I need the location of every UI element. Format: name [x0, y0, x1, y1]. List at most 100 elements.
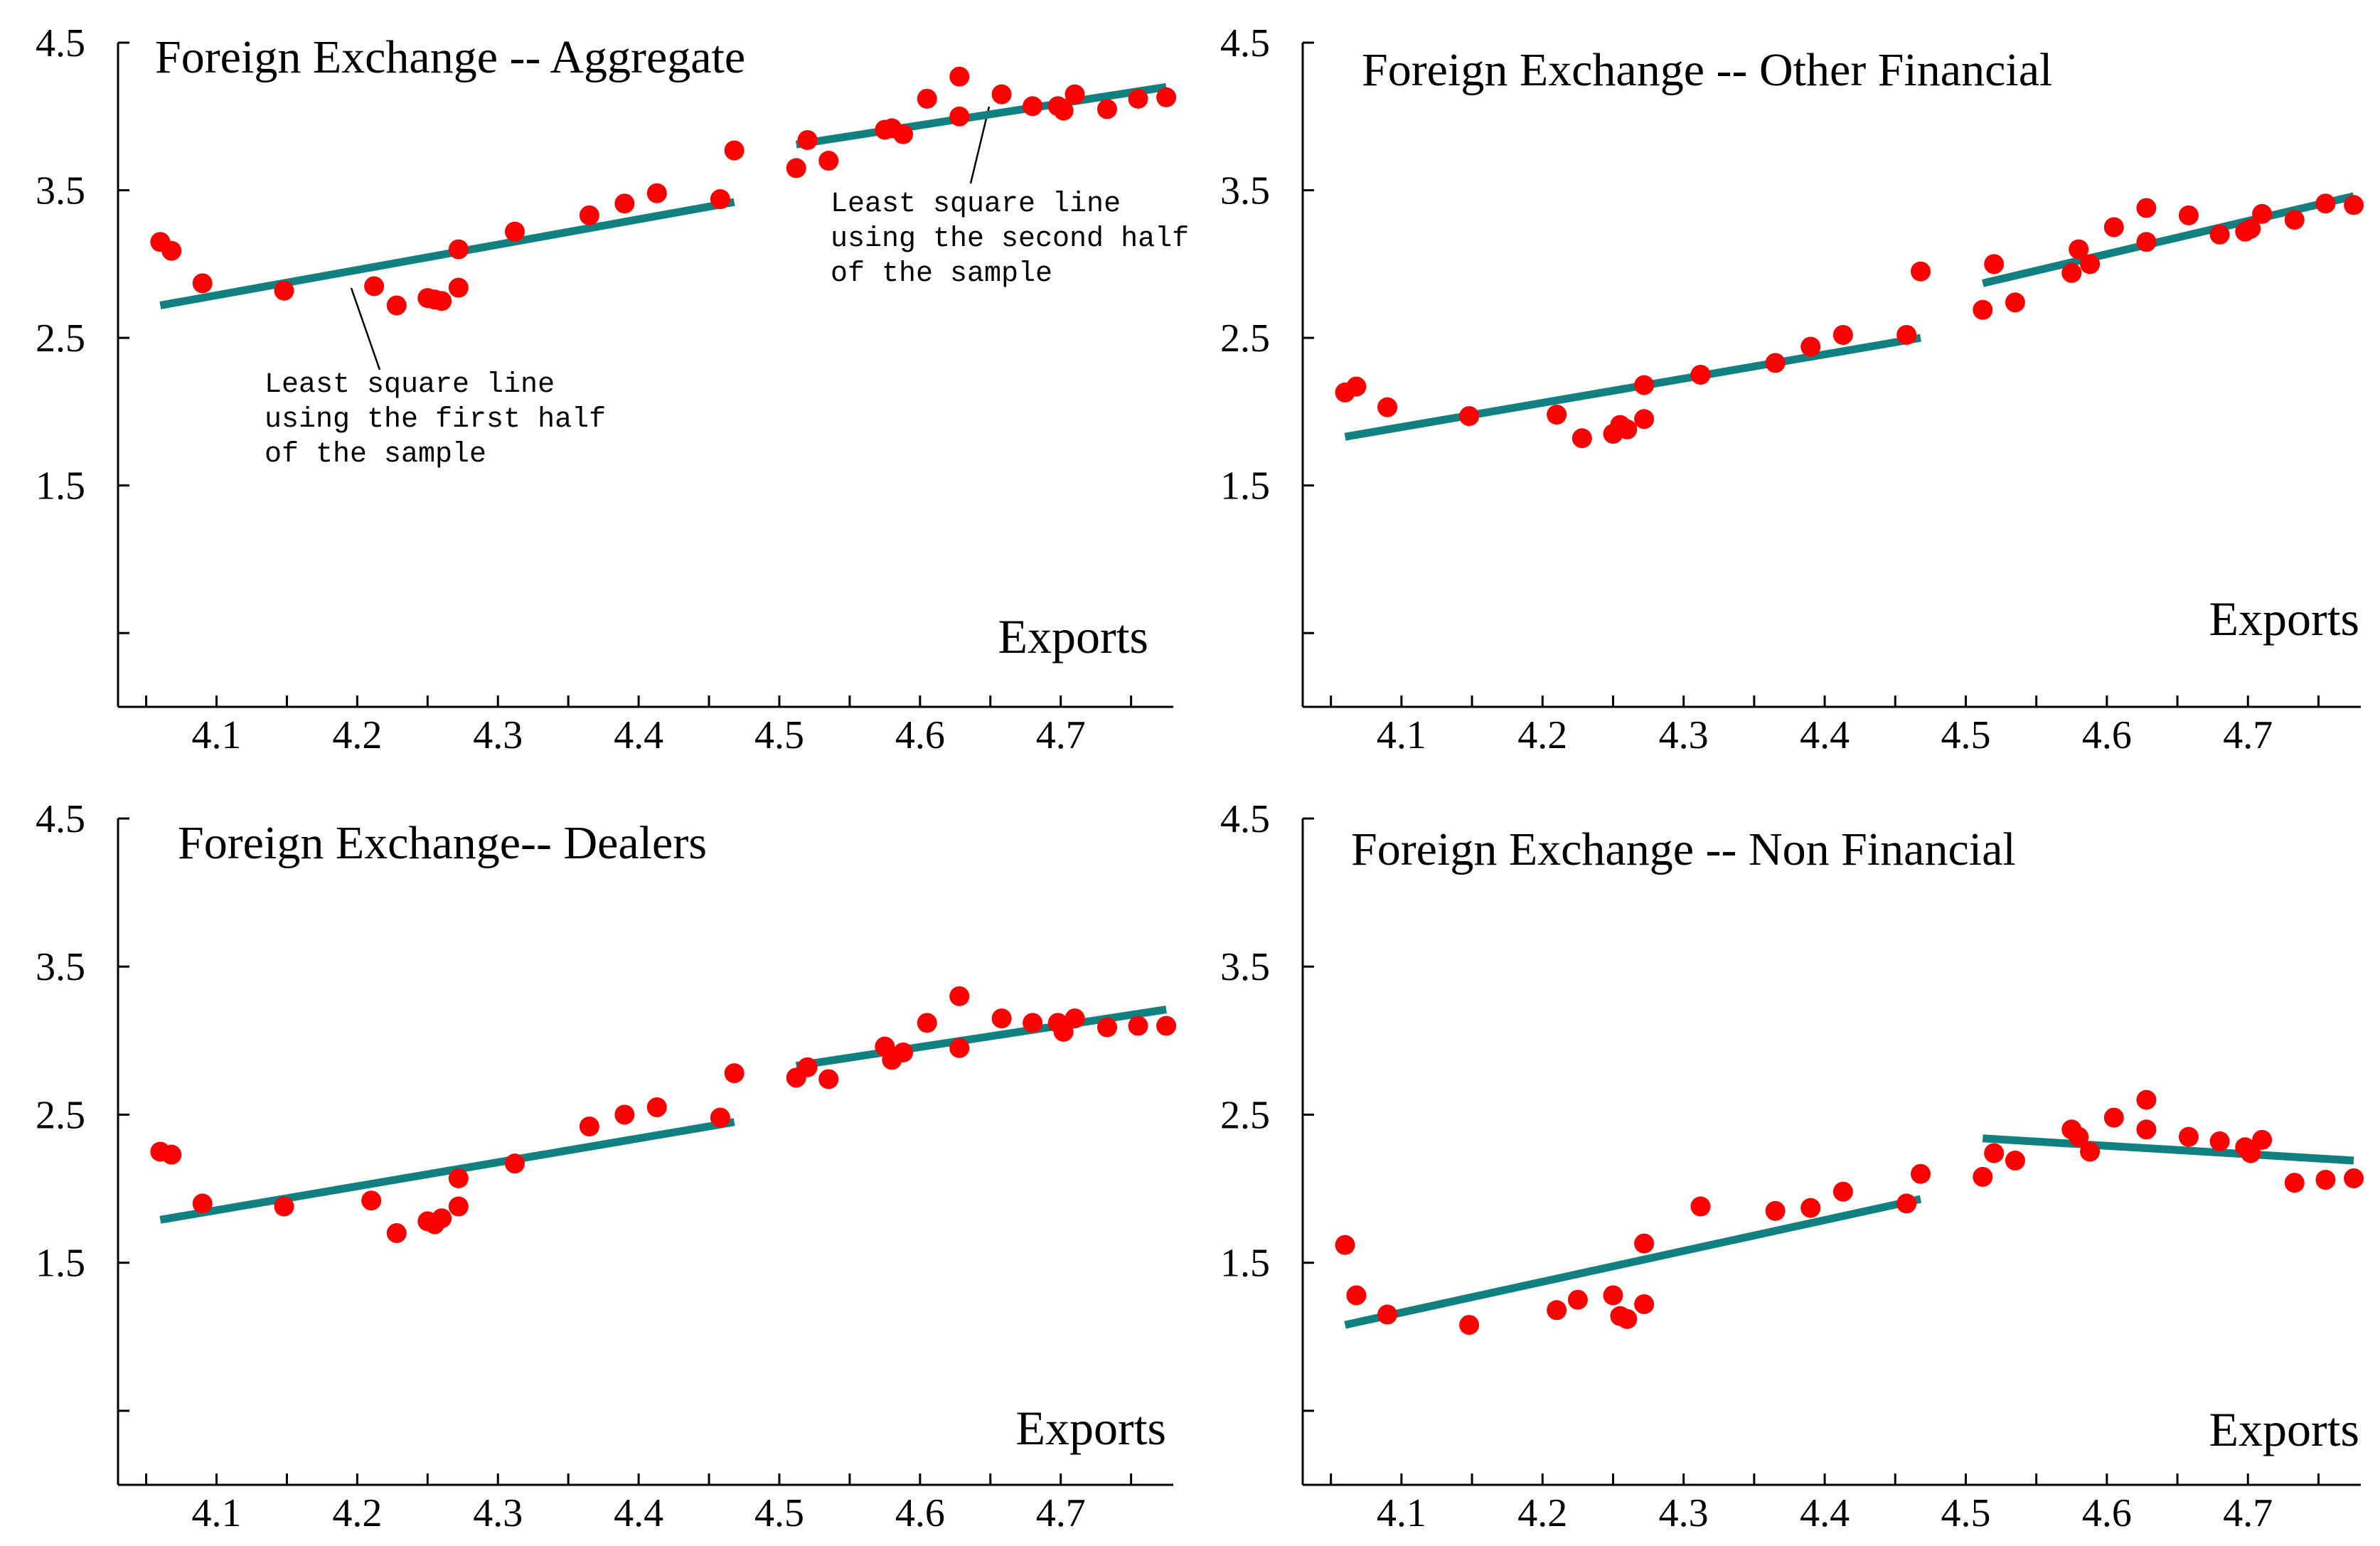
fit-line-second-half — [1982, 192, 2355, 287]
x-tick-label: 4.1 — [192, 1491, 242, 1535]
data-point — [386, 1223, 407, 1244]
data-point — [2344, 195, 2364, 215]
panel-title: Foreign Exchange-- Dealers — [178, 817, 707, 869]
data-point — [2061, 262, 2082, 283]
x-axis-label: Exports — [2209, 1402, 2359, 1456]
y-tick-label: 4.5 — [1220, 21, 1270, 65]
axes: 4.5 3.5 2.5 1.5 4.1 4.2 4.3 4.4 4.5 4.6 4.7 — [36, 21, 1173, 757]
x-tick-label: 4.3 — [1659, 1491, 1709, 1535]
x-tick-label: 4.1 — [1377, 713, 1426, 757]
panel-title: Foreign Exchange -- Other Financial — [1362, 44, 2052, 96]
annotation-first-line-2: using the first half — [265, 404, 606, 436]
data-point — [1984, 254, 2005, 274]
data-point — [2069, 1126, 2089, 1147]
data-point — [1023, 1013, 1043, 1033]
data-point — [1346, 376, 1367, 397]
x-tick-label: 4.6 — [895, 1491, 945, 1535]
data-point — [724, 1063, 745, 1084]
data-point — [448, 1168, 469, 1188]
data-point — [2178, 205, 2199, 225]
fit-line-second-half — [795, 1006, 1167, 1070]
axes: 4.5 3.5 2.5 1.5 4.1 4.2 4.3 4.4 4.5 4.6 4.7 — [1220, 797, 2361, 1535]
data-point — [1547, 1300, 1567, 1321]
data-point — [1064, 1008, 1085, 1029]
data-point — [1765, 353, 1786, 373]
x-tick-label: 4.4 — [614, 1491, 663, 1535]
y-tick-label: 3.5 — [36, 945, 85, 989]
data-point — [1634, 1233, 1655, 1254]
data-point — [786, 158, 806, 178]
data-point — [2241, 1143, 2261, 1163]
panel-other-financial: 4.5 3.5 2.5 1.5 4.1 4.2 4.3 4.4 4.5 4.6 4.7 Foreig… — [1220, 21, 2364, 757]
data-point — [1459, 406, 1480, 427]
axes: 4.5 3.5 2.5 1.5 4.1 4.2 4.3 4.4 4.5 4.6 4.7 — [1220, 21, 2361, 757]
x-tick-label: 4.2 — [1517, 713, 1567, 757]
data-point — [1571, 428, 1592, 449]
fit-line-first-half — [159, 198, 735, 309]
data-point — [797, 129, 818, 150]
data-point — [1053, 100, 1074, 121]
annotation-second-line-2: using the second half — [831, 223, 1189, 255]
y-tick-label: 1.5 — [1220, 464, 1270, 508]
data-point — [274, 1196, 294, 1217]
data-point — [1634, 409, 1655, 430]
x-tick-label: 4.2 — [332, 713, 382, 757]
x-tick-label: 4.4 — [614, 713, 663, 757]
data-point — [1064, 84, 1085, 105]
data-point — [274, 280, 294, 301]
x-tick-label: 4.1 — [192, 713, 242, 757]
panel-dealers: 4.5 3.5 2.5 1.5 4.1 4.2 4.3 4.4 4.5 4.6 4.7 Foreig… — [36, 797, 1177, 1535]
data-point — [364, 276, 385, 297]
y-tick-label: 1.5 — [1220, 1242, 1270, 1286]
data-point — [1800, 1198, 1821, 1218]
data-point — [448, 1196, 469, 1217]
data-point — [1459, 1315, 1480, 1336]
data-point — [1617, 1308, 1638, 1329]
data-point — [1156, 1015, 1177, 1036]
data-point — [2178, 1126, 2199, 1147]
x-tick-label: 4.4 — [1800, 1491, 1850, 1535]
panel-non-financial: 4.5 3.5 2.5 1.5 4.1 4.2 4.3 4.4 4.5 4.6 4.7 Foreig… — [1220, 797, 2364, 1535]
data-point — [2103, 217, 2124, 238]
annotation-second-half: Least square line using the second half … — [831, 106, 1189, 290]
data-point — [448, 239, 469, 260]
data-point — [1765, 1200, 1786, 1221]
x-tick-label: 4.4 — [1800, 713, 1850, 757]
data-point — [1896, 1193, 1917, 1214]
data-point — [2315, 1170, 2336, 1190]
data-point — [1567, 1289, 1588, 1310]
x-tick-label: 4.7 — [2223, 713, 2273, 757]
x-axis-label: Exports — [998, 609, 1148, 663]
data-point — [614, 193, 635, 214]
x-axis-label: Exports — [1015, 1401, 1166, 1455]
x-tick-label: 4.7 — [2223, 1491, 2273, 1535]
annotation-first-line-3: of the sample — [265, 439, 486, 471]
x-tick-label: 4.2 — [332, 1491, 382, 1535]
fit-line-second-half — [1982, 1134, 2354, 1165]
y-tick-label: 3.5 — [1220, 169, 1270, 213]
data-point — [504, 221, 525, 242]
data-point — [1973, 299, 1993, 320]
fit-line-first-half — [1344, 1195, 1922, 1329]
data-point — [2136, 198, 2157, 218]
data-point — [192, 273, 213, 294]
fit-line-second-half — [795, 82, 1167, 149]
data-point — [2005, 1150, 2025, 1171]
data-point — [432, 291, 452, 311]
y-tick-label: 3.5 — [1220, 945, 1270, 989]
x-tick-label: 4.7 — [1036, 713, 1086, 757]
y-tick-label: 4.5 — [36, 797, 85, 841]
data-point — [2103, 1107, 2124, 1128]
panel-title: Foreign Exchange -- Aggregate — [155, 31, 745, 83]
data-point — [161, 1144, 182, 1165]
data-point — [1690, 365, 1711, 385]
data-point — [2284, 1173, 2305, 1193]
x-tick-label: 4.6 — [2082, 1491, 2132, 1535]
data-point — [1896, 324, 1917, 345]
data-point — [818, 1069, 839, 1089]
x-tick-label: 4.3 — [473, 713, 523, 757]
data-point — [949, 986, 970, 1006]
fit-line-first-half — [1344, 334, 1921, 441]
data-point — [1634, 1294, 1655, 1314]
